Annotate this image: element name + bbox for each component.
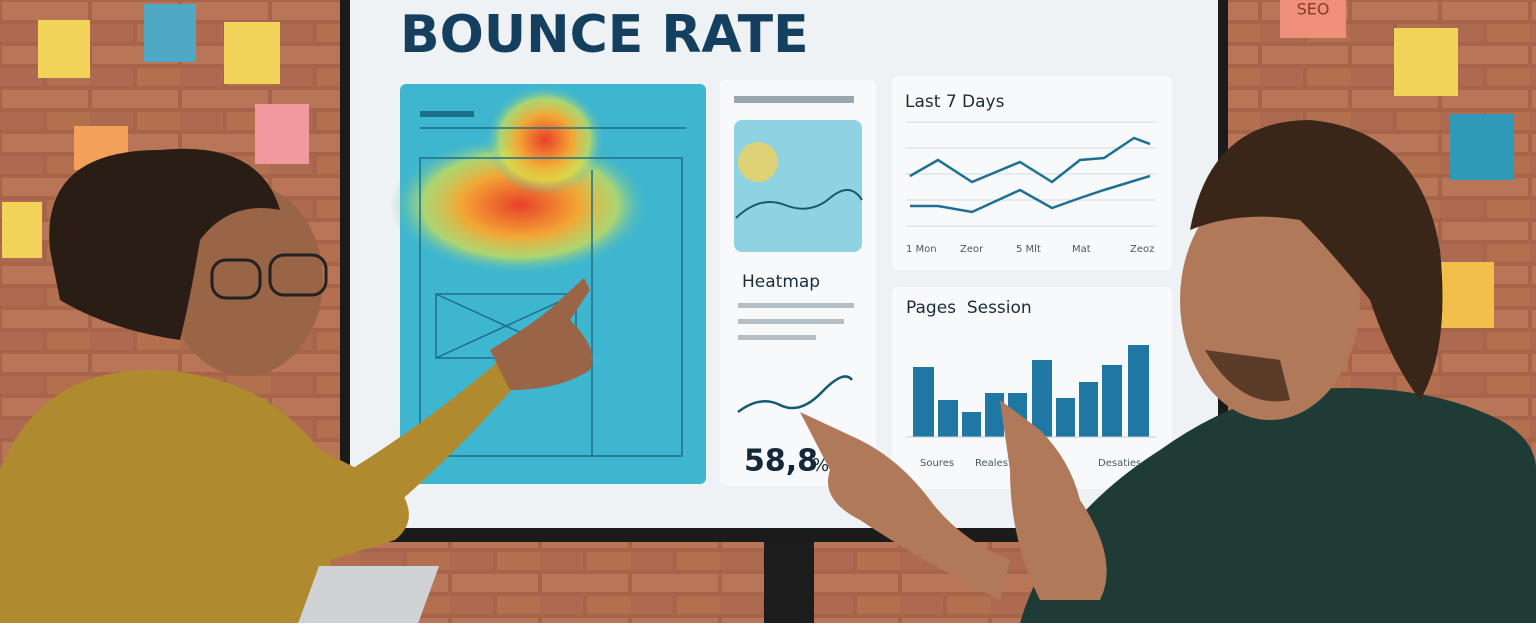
line [909, 136, 1151, 184]
card-bar [734, 96, 854, 103]
text-line [738, 335, 816, 340]
heat-blob [485, 85, 605, 195]
card-title: Pages Session [906, 298, 1032, 318]
sticky-notes [2, 0, 1514, 328]
stand [764, 530, 814, 623]
laptop [297, 566, 439, 626]
card-label: Heatmap [742, 272, 820, 292]
line [910, 174, 1151, 214]
x-label: 1 Mon [906, 244, 937, 255]
x-label: Soures [920, 458, 954, 469]
bars [913, 345, 1149, 437]
grid [906, 121, 1156, 227]
mini-heat-spot [738, 142, 778, 182]
x-label: Mat [1072, 244, 1091, 255]
mini-line [737, 375, 854, 413]
x-labels: Soures Reales Desaties [920, 458, 1141, 469]
x-label: Reales [975, 458, 1008, 469]
x-label: Zeor [960, 244, 984, 255]
text-line [738, 303, 854, 308]
metric-value: 58,8 [744, 444, 818, 479]
text-line [738, 319, 844, 324]
x-label: Desaties [1098, 458, 1141, 469]
person-left [0, 148, 593, 623]
line-card [892, 76, 1172, 270]
x-label: Zeoz [1130, 244, 1154, 255]
metric-unit: % [812, 455, 829, 476]
mini-line [735, 189, 863, 219]
mini-heatmap [734, 120, 862, 252]
x-label: 5 Mlt [1016, 244, 1041, 255]
person-right [800, 120, 1536, 623]
card-title: Last 7 Days [905, 92, 1005, 112]
x-labels: 1 Mon Zeor 5 Mlt Mat Zeoz [906, 244, 1154, 255]
dashboard-title: BOUNCE RATE [400, 5, 809, 65]
sticky-note-text: SEO [1297, 0, 1330, 19]
